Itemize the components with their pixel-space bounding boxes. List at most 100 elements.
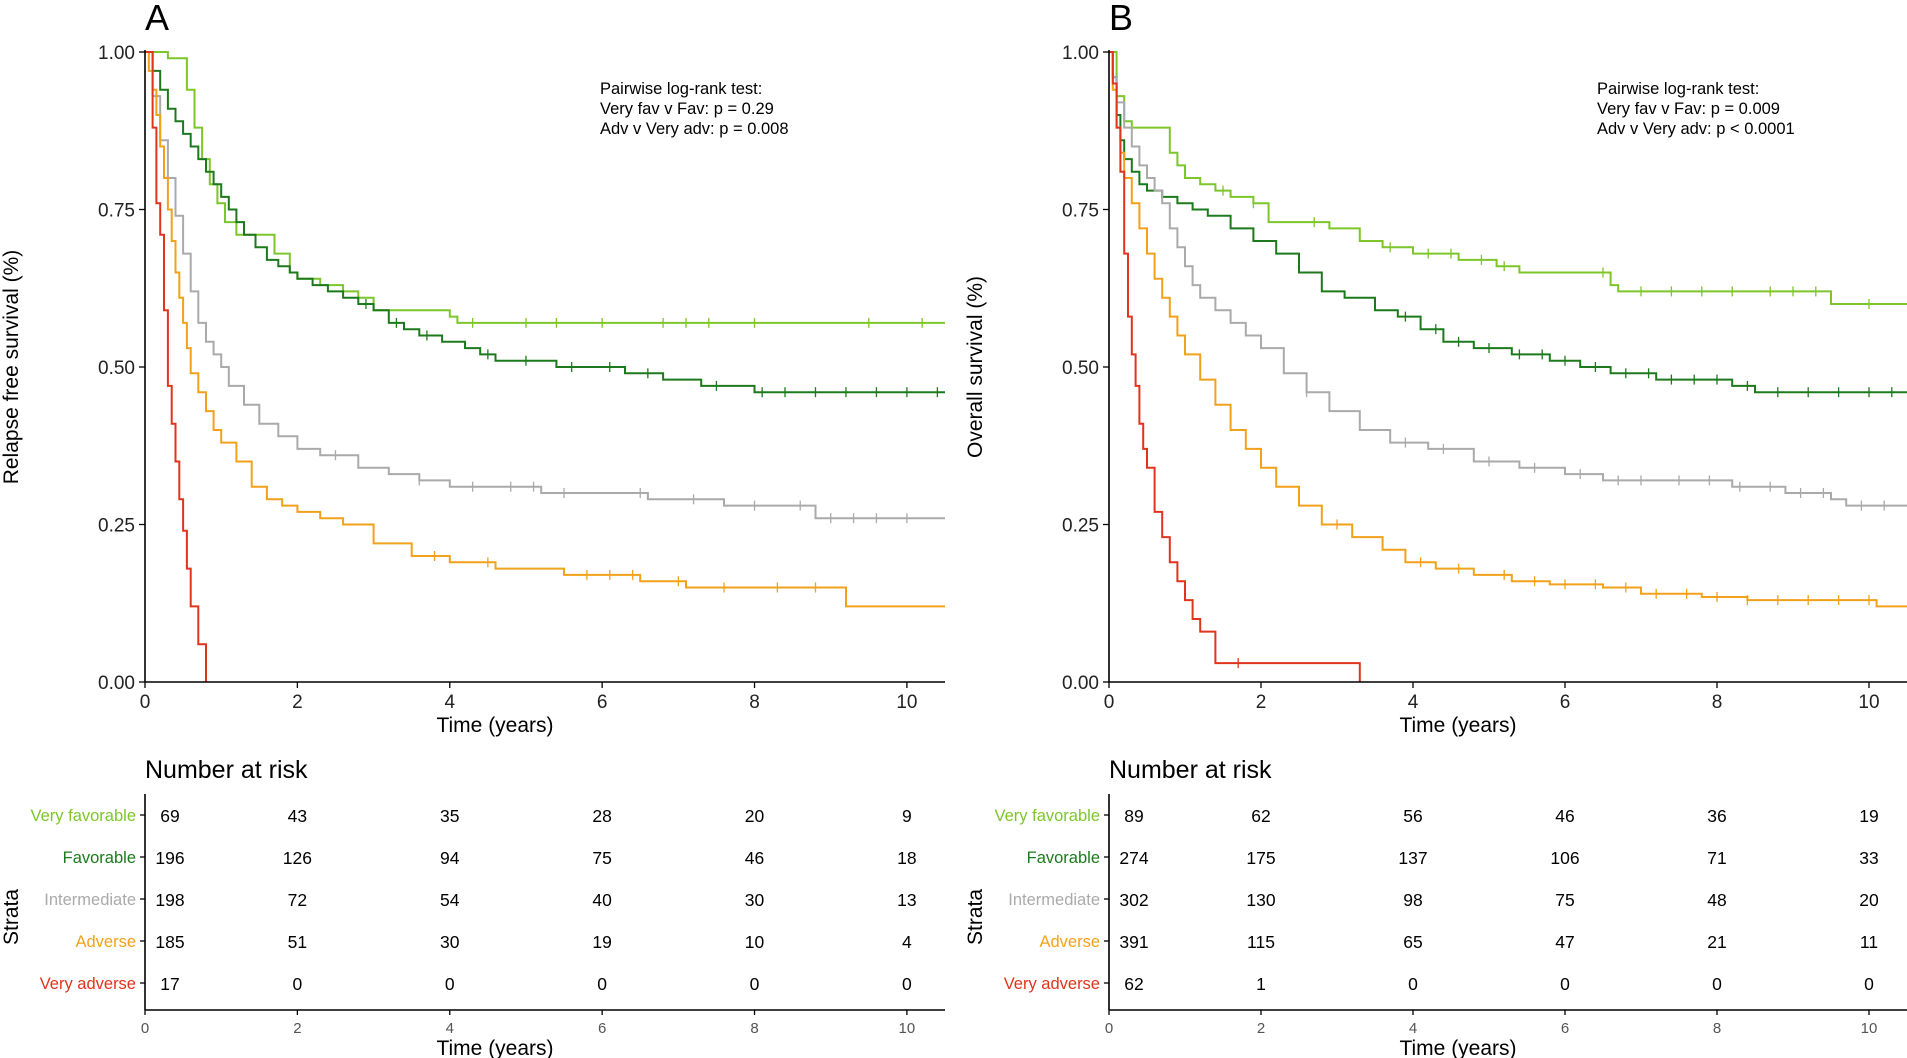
risk-x-tick-label: 0 [141, 1020, 149, 1037]
risk-count: 98 [1403, 890, 1422, 910]
x-tick-label: 10 [1858, 692, 1879, 713]
risk-count: 36 [1707, 806, 1726, 826]
risk-count: 10 [745, 932, 765, 952]
y-tick-label: 0.75 [98, 201, 135, 222]
risk-table-title: Number at risk [145, 756, 308, 784]
risk-count: 75 [1555, 890, 1574, 910]
panel-letter: B [1109, 0, 1133, 38]
log-rank-annotation: Pairwise log-rank test: Very fav v Fav: p… [600, 80, 789, 138]
survival-curves [145, 51, 945, 682]
y-axis-title: Relapse free survival (%) [0, 250, 23, 485]
risk-count: 20 [1859, 890, 1879, 910]
curve-very-favorable [1109, 51, 1907, 305]
risk-count: 0 [597, 974, 607, 994]
y-tick-label: 0.25 [98, 516, 135, 537]
strata-label-very-favorable: Very favorable [995, 807, 1100, 825]
risk-count: 0 [902, 974, 912, 994]
risk-count: 137 [1398, 848, 1427, 868]
strata-label-very-adverse: Very adverse [1004, 975, 1100, 993]
risk-count: 1 [1256, 974, 1266, 994]
y-tick-label: 0.50 [98, 358, 135, 379]
risk-count: 0 [1408, 974, 1418, 994]
risk-count: 196 [155, 848, 184, 868]
risk-count: 46 [745, 848, 764, 868]
risk-count: 35 [440, 806, 459, 826]
risk-count: 0 [1864, 974, 1874, 994]
risk-count: 28 [592, 806, 611, 826]
x-tick-label: 6 [597, 692, 608, 713]
y-tick-label: 0.75 [1062, 201, 1099, 222]
y-tick-label: 0.25 [1062, 516, 1099, 537]
x-axis-title: Time (years) [1399, 714, 1516, 737]
risk-count: 75 [592, 848, 611, 868]
risk-x-tick-label: 2 [1257, 1020, 1265, 1037]
annotation-line: Very fav v Fav: p = 0.29 [600, 100, 774, 118]
strata-label-favorable: Favorable [63, 849, 136, 867]
risk-table-x-title: Time (years) [436, 1037, 553, 1058]
risk-count: 33 [1859, 848, 1878, 868]
x-tick-label: 4 [1408, 692, 1419, 713]
risk-x-tick-label: 10 [1861, 1020, 1878, 1037]
risk-x-tick-label: 6 [1561, 1020, 1569, 1037]
panel-letter: A [145, 0, 169, 38]
risk-count: 0 [1712, 974, 1722, 994]
risk-count: 19 [1859, 806, 1878, 826]
risk-count: 9 [902, 806, 912, 826]
risk-table: Number at risk Very favorable 69 43 35 28 20 9 F… [0, 756, 945, 1058]
risk-count: 115 [1247, 932, 1275, 952]
log-rank-annotation: Pairwise log-rank test: Very fav v Fav: p… [1597, 80, 1795, 138]
risk-count: 20 [745, 806, 765, 826]
strata-label-adverse: Adverse [75, 933, 136, 951]
risk-count: 43 [288, 806, 307, 826]
risk-count: 185 [155, 932, 184, 952]
strata-label-adverse: Adverse [1039, 933, 1100, 951]
curve-adverse [1109, 51, 1907, 608]
risk-count: 18 [897, 848, 916, 868]
risk-x-tick-label: 10 [899, 1020, 916, 1037]
risk-count: 0 [1560, 974, 1570, 994]
risk-count: 17 [160, 974, 179, 994]
risk-x-tick-label: 4 [446, 1020, 454, 1037]
curve-adverse [145, 51, 945, 608]
x-tick-label: 6 [1560, 692, 1571, 713]
risk-count: 30 [440, 932, 460, 952]
curve-very-favorable [145, 51, 945, 324]
x-axis-title: Time (years) [436, 714, 553, 737]
x-tick-label: 8 [749, 692, 760, 713]
risk-count: 0 [750, 974, 760, 994]
x-tick-label: 2 [292, 692, 303, 713]
curve-very-adverse [145, 51, 207, 682]
risk-x-tick-label: 0 [1105, 1020, 1113, 1037]
curve-intermediate [1109, 51, 1907, 507]
x-tick-label: 4 [444, 692, 455, 713]
risk-count: 72 [288, 890, 307, 910]
risk-count: 46 [1555, 806, 1574, 826]
risk-count: 65 [1403, 932, 1422, 952]
risk-x-tick-label: 8 [750, 1020, 758, 1037]
strata-label-very-favorable: Very favorable [31, 807, 136, 825]
annotation-line: Pairwise log-rank test: [1597, 80, 1759, 98]
strata-label-intermediate: Intermediate [1008, 891, 1100, 909]
y-tick-label: 0.00 [1062, 673, 1099, 694]
risk-count: 71 [1707, 848, 1726, 868]
risk-count: 69 [160, 806, 179, 826]
risk-count: 21 [1707, 932, 1726, 952]
annotation-line: Adv v Very adv: p < 0.0001 [1597, 120, 1795, 138]
risk-count: 47 [1555, 932, 1574, 952]
y-tick-label: 0.00 [98, 673, 135, 694]
risk-count: 62 [1124, 974, 1143, 994]
risk-table-y-title: Strata [964, 889, 987, 945]
x-tick-label: 0 [1104, 692, 1115, 713]
risk-table-x-title: Time (years) [1399, 1037, 1516, 1058]
x-tick-label: 8 [1712, 692, 1723, 713]
risk-x-tick-label: 8 [1713, 1020, 1721, 1037]
risk-count: 89 [1124, 806, 1143, 826]
curve-favorable [1109, 51, 1907, 394]
risk-count: 19 [592, 932, 611, 952]
curve-very-adverse [1109, 51, 1361, 682]
x-tick-label: 2 [1256, 692, 1267, 713]
y-tick-label: 1.00 [98, 43, 135, 64]
risk-table-title: Number at risk [1109, 756, 1272, 784]
risk-count: 0 [293, 974, 303, 994]
